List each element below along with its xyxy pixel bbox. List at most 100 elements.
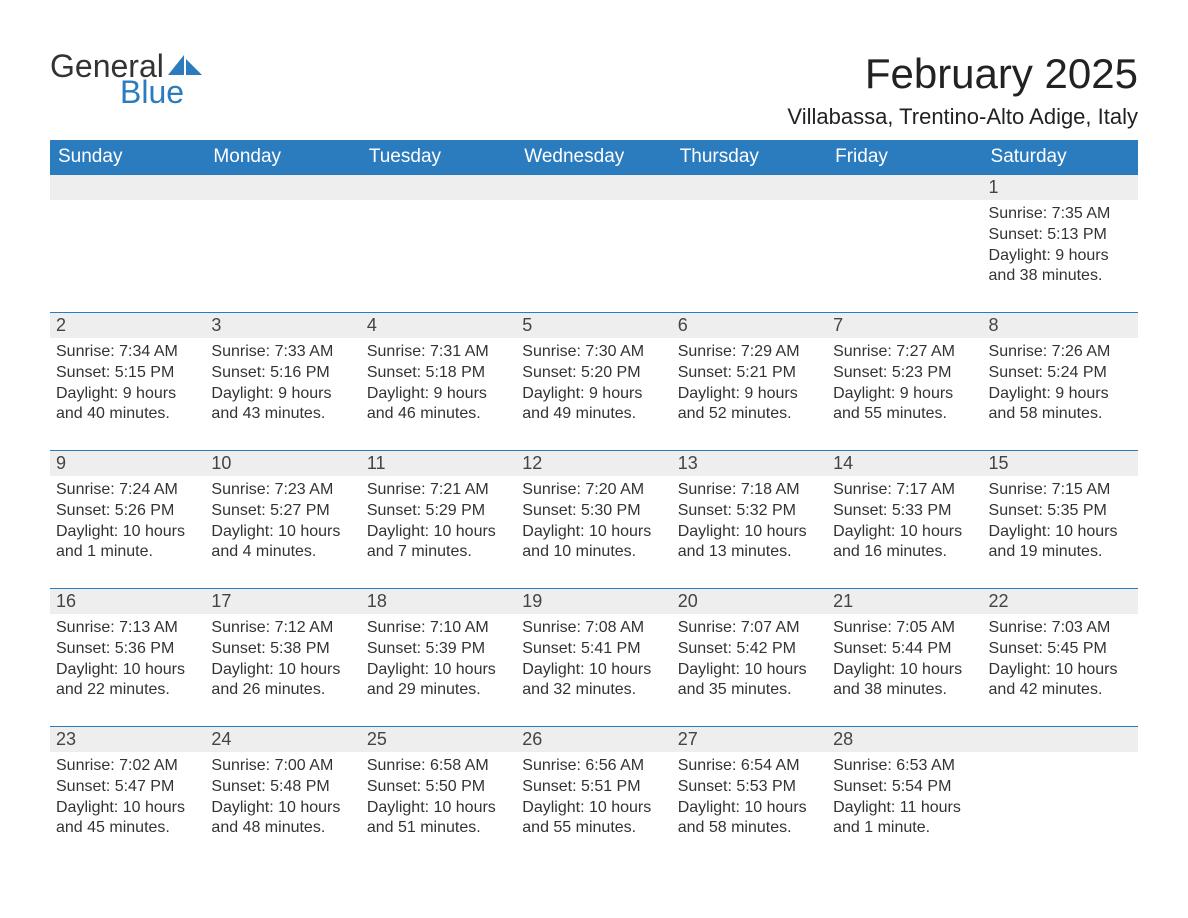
daylight-text: Daylight: 10 hours and 48 minutes. — [211, 798, 354, 840]
sunrise-text: Sunrise: 6:54 AM — [678, 756, 821, 777]
day-number: 25 — [361, 726, 516, 752]
sunrise-text: Sunrise: 7:27 AM — [833, 342, 976, 363]
day-details: Sunrise: 7:18 AMSunset: 5:32 PMDaylight:… — [672, 476, 827, 563]
daylight-text: Daylight: 9 hours and 43 minutes. — [211, 384, 354, 426]
sunset-text: Sunset: 5:29 PM — [367, 501, 510, 522]
day-details: Sunrise: 7:05 AMSunset: 5:44 PMDaylight:… — [827, 614, 982, 701]
sunset-text: Sunset: 5:26 PM — [56, 501, 199, 522]
day-number: 19 — [516, 588, 671, 614]
day-details: Sunrise: 7:24 AMSunset: 5:26 PMDaylight:… — [50, 476, 205, 563]
sunrise-text: Sunrise: 7:35 AM — [989, 204, 1132, 225]
calendar-day-cell: 7 Sunrise: 7:27 AMSunset: 5:23 PMDaylight… — [827, 312, 982, 450]
day-number: 1 — [983, 174, 1138, 200]
sunrise-text: Sunrise: 6:53 AM — [833, 756, 976, 777]
sunrise-text: Sunrise: 7:18 AM — [678, 480, 821, 501]
daylight-text: Daylight: 10 hours and 55 minutes. — [522, 798, 665, 840]
sunset-text: Sunset: 5:48 PM — [211, 777, 354, 798]
sunset-text: Sunset: 5:21 PM — [678, 363, 821, 384]
page: General Blue February 2025 Villabassa, T… — [0, 0, 1188, 918]
day-number: 14 — [827, 450, 982, 476]
sunrise-text: Sunrise: 7:00 AM — [211, 756, 354, 777]
calendar-day-cell: 3 Sunrise: 7:33 AMSunset: 5:16 PMDaylight… — [205, 312, 360, 450]
calendar-day-cell: 28Sunrise: 6:53 AMSunset: 5:54 PMDayligh… — [827, 726, 982, 864]
day-number: 4 — [361, 312, 516, 338]
day-number: 27 — [672, 726, 827, 752]
daylight-text: Daylight: 9 hours and 38 minutes. — [989, 246, 1132, 288]
daylight-text: Daylight: 10 hours and 16 minutes. — [833, 522, 976, 564]
day-details: Sunrise: 7:12 AMSunset: 5:38 PMDaylight:… — [205, 614, 360, 701]
calendar-day-cell: 14Sunrise: 7:17 AMSunset: 5:33 PMDayligh… — [827, 450, 982, 588]
daylight-text: Daylight: 10 hours and 38 minutes. — [833, 660, 976, 702]
calendar-day-cell — [361, 174, 516, 312]
day-number: 2 — [50, 312, 205, 338]
calendar-day-cell — [672, 174, 827, 312]
sunset-text: Sunset: 5:20 PM — [522, 363, 665, 384]
day-number: 18 — [361, 588, 516, 614]
day-number — [50, 174, 205, 200]
calendar-day-cell: 22Sunrise: 7:03 AMSunset: 5:45 PMDayligh… — [983, 588, 1138, 726]
sunrise-text: Sunrise: 7:24 AM — [56, 480, 199, 501]
daylight-text: Daylight: 10 hours and 35 minutes. — [678, 660, 821, 702]
sunset-text: Sunset: 5:30 PM — [522, 501, 665, 522]
sunrise-text: Sunrise: 7:23 AM — [211, 480, 354, 501]
calendar-day-cell — [205, 174, 360, 312]
daylight-text: Daylight: 10 hours and 7 minutes. — [367, 522, 510, 564]
daylight-text: Daylight: 10 hours and 13 minutes. — [678, 522, 821, 564]
sunset-text: Sunset: 5:18 PM — [367, 363, 510, 384]
daylight-text: Daylight: 9 hours and 55 minutes. — [833, 384, 976, 426]
day-number: 9 — [50, 450, 205, 476]
sunrise-text: Sunrise: 7:29 AM — [678, 342, 821, 363]
day-details: Sunrise: 7:08 AMSunset: 5:41 PMDaylight:… — [516, 614, 671, 701]
day-number: 6 — [672, 312, 827, 338]
day-number — [983, 726, 1138, 752]
daylight-text: Daylight: 10 hours and 4 minutes. — [211, 522, 354, 564]
day-number: 7 — [827, 312, 982, 338]
calendar-day-cell: 6 Sunrise: 7:29 AMSunset: 5:21 PMDaylight… — [672, 312, 827, 450]
sunrise-text: Sunrise: 6:56 AM — [522, 756, 665, 777]
sunrise-text: Sunrise: 7:15 AM — [989, 480, 1132, 501]
daylight-text: Daylight: 10 hours and 22 minutes. — [56, 660, 199, 702]
sunset-text: Sunset: 5:41 PM — [522, 639, 665, 660]
title-block: February 2025 Villabassa, Trentino-Alto … — [787, 50, 1138, 140]
day-number — [672, 174, 827, 200]
day-number: 23 — [50, 726, 205, 752]
sunset-text: Sunset: 5:51 PM — [522, 777, 665, 798]
sunset-text: Sunset: 5:13 PM — [989, 225, 1132, 246]
calendar-day-cell: 23Sunrise: 7:02 AMSunset: 5:47 PMDayligh… — [50, 726, 205, 864]
daylight-text: Daylight: 10 hours and 51 minutes. — [367, 798, 510, 840]
sunset-text: Sunset: 5:36 PM — [56, 639, 199, 660]
daylight-text: Daylight: 10 hours and 10 minutes. — [522, 522, 665, 564]
daylight-text: Daylight: 10 hours and 45 minutes. — [56, 798, 199, 840]
day-number: 16 — [50, 588, 205, 614]
day-details: Sunrise: 6:53 AMSunset: 5:54 PMDaylight:… — [827, 752, 982, 839]
calendar-day-cell: 17Sunrise: 7:12 AMSunset: 5:38 PMDayligh… — [205, 588, 360, 726]
sunset-text: Sunset: 5:16 PM — [211, 363, 354, 384]
sunrise-text: Sunrise: 7:33 AM — [211, 342, 354, 363]
sunrise-text: Sunrise: 7:03 AM — [989, 618, 1132, 639]
day-details: Sunrise: 6:58 AMSunset: 5:50 PMDaylight:… — [361, 752, 516, 839]
day-number: 11 — [361, 450, 516, 476]
location: Villabassa, Trentino-Alto Adige, Italy — [787, 104, 1138, 130]
daylight-text: Daylight: 9 hours and 40 minutes. — [56, 384, 199, 426]
day-details: Sunrise: 7:17 AMSunset: 5:33 PMDaylight:… — [827, 476, 982, 563]
calendar-day-cell: 16Sunrise: 7:13 AMSunset: 5:36 PMDayligh… — [50, 588, 205, 726]
calendar-table: Sunday Monday Tuesday Wednesday Thursday… — [50, 140, 1138, 864]
calendar-week-row: 1Sunrise: 7:35 AMSunset: 5:13 PMDaylight… — [50, 174, 1138, 312]
calendar-day-cell: 9Sunrise: 7:24 AMSunset: 5:26 PMDaylight… — [50, 450, 205, 588]
weekday-header: Thursday — [672, 140, 827, 174]
sunset-text: Sunset: 5:50 PM — [367, 777, 510, 798]
daylight-text: Daylight: 9 hours and 46 minutes. — [367, 384, 510, 426]
sunset-text: Sunset: 5:23 PM — [833, 363, 976, 384]
calendar-day-cell: 25Sunrise: 6:58 AMSunset: 5:50 PMDayligh… — [361, 726, 516, 864]
day-details: Sunrise: 7:26 AMSunset: 5:24 PMDaylight:… — [983, 338, 1138, 425]
day-number: 3 — [205, 312, 360, 338]
calendar-day-cell: 21Sunrise: 7:05 AMSunset: 5:44 PMDayligh… — [827, 588, 982, 726]
day-number: 15 — [983, 450, 1138, 476]
day-details: Sunrise: 7:00 AMSunset: 5:48 PMDaylight:… — [205, 752, 360, 839]
day-details: Sunrise: 7:15 AMSunset: 5:35 PMDaylight:… — [983, 476, 1138, 563]
day-details: Sunrise: 7:35 AMSunset: 5:13 PMDaylight:… — [983, 200, 1138, 287]
daylight-text: Daylight: 9 hours and 52 minutes. — [678, 384, 821, 426]
day-number: 12 — [516, 450, 671, 476]
header: General Blue February 2025 Villabassa, T… — [50, 50, 1138, 140]
day-details: Sunrise: 7:30 AMSunset: 5:20 PMDaylight:… — [516, 338, 671, 425]
